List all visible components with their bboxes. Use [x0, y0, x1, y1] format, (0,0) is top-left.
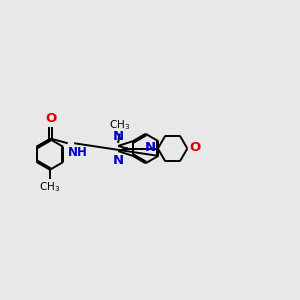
- Text: N: N: [112, 130, 124, 143]
- Text: O: O: [190, 141, 201, 154]
- Text: NH: NH: [68, 146, 88, 159]
- Text: N: N: [144, 141, 155, 154]
- Text: O: O: [45, 112, 56, 124]
- Text: N: N: [112, 154, 124, 167]
- Text: CH$_3$: CH$_3$: [39, 180, 61, 194]
- Text: CH$_3$: CH$_3$: [109, 118, 130, 132]
